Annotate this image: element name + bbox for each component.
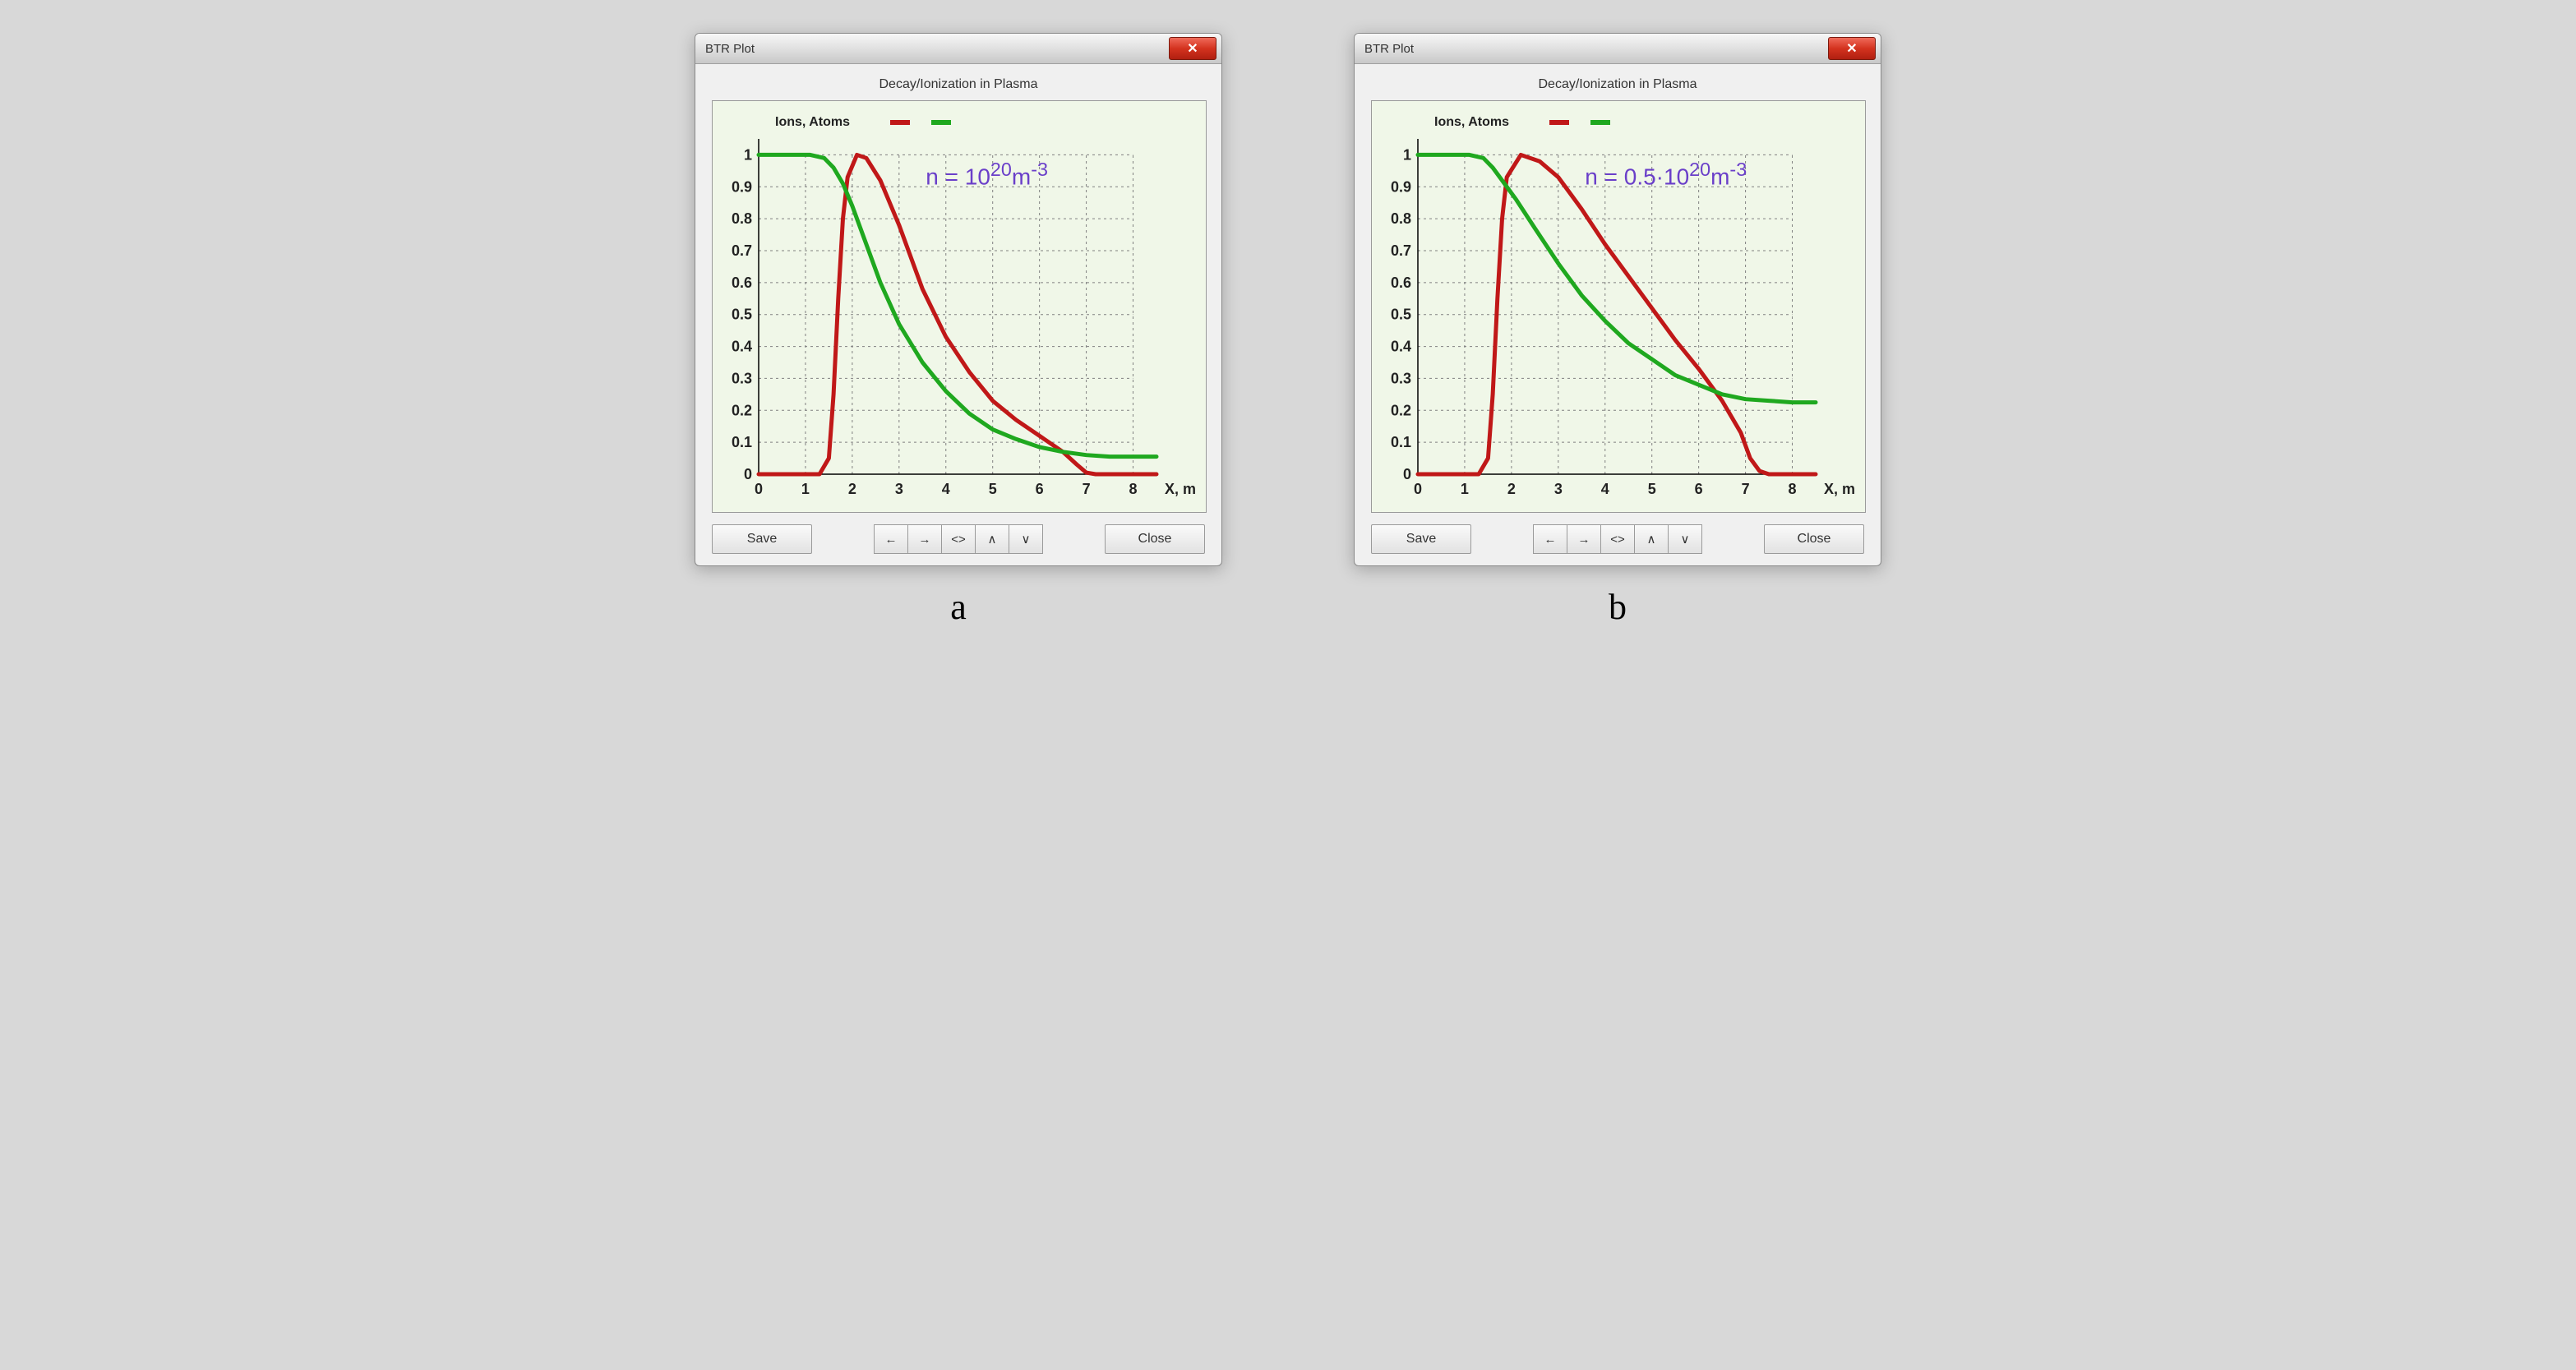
svg-text:0.1: 0.1 [1391, 434, 1411, 450]
plot-window: BTR Plot ✕ Decay/Ionization in Plasma 0 1… [695, 33, 1222, 566]
svg-text:0.7: 0.7 [732, 242, 752, 259]
window-close-button[interactable]: ✕ [1169, 37, 1216, 60]
svg-text:5: 5 [989, 481, 997, 497]
svg-text:0: 0 [755, 481, 763, 497]
svg-text:1: 1 [1461, 481, 1469, 497]
svg-text:0: 0 [1414, 481, 1422, 497]
window-close-button[interactable]: ✕ [1828, 37, 1876, 60]
nav-next-button[interactable]: → [907, 524, 942, 554]
nav-button-group: ← → <> ∧ ∨ [1533, 524, 1702, 554]
nav-down-button[interactable]: ∨ [1009, 524, 1043, 554]
window-body: Decay/Ionization in Plasma 0 1 2 3 4 5 6 7 8 0 0.1… [695, 64, 1221, 565]
chart-area: 0 1 2 3 4 5 6 7 8 0 0.1 0.2 0.3 0.4 0.5 0.6 0.7 0.8 0.9 1 Io… [1371, 100, 1866, 513]
close-icon: ✕ [1187, 40, 1198, 57]
nav-up-button[interactable]: ∧ [975, 524, 1009, 554]
window-body: Decay/Ionization in Plasma 0 1 2 3 4 5 6 7 8 0 0.1… [1355, 64, 1881, 565]
window-title: BTR Plot [695, 42, 755, 56]
svg-text:1: 1 [801, 481, 810, 497]
window-titlebar: BTR Plot ✕ [695, 34, 1221, 64]
close-button[interactable]: Close [1764, 524, 1864, 554]
window-titlebar: BTR Plot ✕ [1355, 34, 1881, 64]
nav-next-button[interactable]: → [1567, 524, 1601, 554]
window-title: BTR Plot [1355, 42, 1414, 56]
subplot-label: b [1609, 586, 1627, 628]
svg-text:Ions, Atoms: Ions, Atoms [775, 115, 850, 129]
svg-text:0.2: 0.2 [732, 402, 752, 418]
svg-text:0.4: 0.4 [732, 339, 752, 355]
svg-text:Ions, Atoms: Ions, Atoms [1434, 115, 1509, 129]
svg-text:X, m: X, m [1824, 481, 1855, 497]
nav-expand-button[interactable]: <> [1600, 524, 1635, 554]
svg-text:7: 7 [1083, 481, 1091, 497]
nav-prev-button[interactable]: ← [874, 524, 908, 554]
svg-text:0.9: 0.9 [1391, 178, 1411, 195]
close-button[interactable]: Close [1105, 524, 1205, 554]
subplot-label: a [950, 586, 967, 628]
svg-text:0.4: 0.4 [1391, 339, 1411, 355]
svg-text:6: 6 [1695, 481, 1703, 497]
nav-expand-button[interactable]: <> [941, 524, 976, 554]
window-toolbar: Save ← → <> ∧ ∨ Close [1371, 524, 1864, 554]
svg-text:7: 7 [1742, 481, 1750, 497]
chart-area: 0 1 2 3 4 5 6 7 8 0 0.1 0.2 0.3 0.4 0.5 0.6 0.7 0.8 0.9 1 Io… [712, 100, 1207, 513]
window-toolbar: Save ← → <> ∧ ∨ Close [712, 524, 1205, 554]
close-icon: ✕ [1846, 40, 1857, 57]
nav-prev-button[interactable]: ← [1533, 524, 1567, 554]
svg-text:X, m: X, m [1165, 481, 1196, 497]
nav-up-button[interactable]: ∧ [1634, 524, 1669, 554]
chart-title: Decay/Ionization in Plasma [1371, 77, 1864, 92]
svg-text:0: 0 [744, 466, 752, 482]
svg-text:4: 4 [1601, 481, 1609, 497]
svg-text:0.2: 0.2 [1391, 402, 1411, 418]
svg-text:0.5: 0.5 [1391, 307, 1411, 323]
svg-text:8: 8 [1129, 481, 1138, 497]
svg-text:0.3: 0.3 [732, 370, 752, 386]
svg-text:5: 5 [1648, 481, 1656, 497]
save-button[interactable]: Save [712, 524, 812, 554]
svg-text:0.9: 0.9 [732, 178, 752, 195]
svg-text:2: 2 [848, 481, 856, 497]
plot-window: BTR Plot ✕ Decay/Ionization in Plasma 0 1… [1354, 33, 1881, 566]
svg-text:8: 8 [1789, 481, 1797, 497]
svg-text:0.3: 0.3 [1391, 370, 1411, 386]
svg-text:0.8: 0.8 [732, 210, 752, 227]
svg-text:0: 0 [1403, 466, 1411, 482]
svg-text:1: 1 [1403, 146, 1411, 163]
chart-title: Decay/Ionization in Plasma [712, 77, 1205, 92]
density-annotation: n = 1020m-3 [926, 159, 1048, 190]
svg-text:2: 2 [1507, 481, 1516, 497]
save-button[interactable]: Save [1371, 524, 1471, 554]
svg-text:6: 6 [1036, 481, 1044, 497]
panel-b: BTR Plot ✕ Decay/Ionization in Plasma 0 1… [1354, 33, 1881, 628]
svg-text:4: 4 [942, 481, 950, 497]
svg-text:0.5: 0.5 [732, 307, 752, 323]
svg-text:0.6: 0.6 [732, 274, 752, 291]
nav-button-group: ← → <> ∧ ∨ [874, 524, 1043, 554]
svg-text:0.7: 0.7 [1391, 242, 1411, 259]
svg-text:3: 3 [895, 481, 903, 497]
svg-text:0.1: 0.1 [732, 434, 752, 450]
svg-text:0.6: 0.6 [1391, 274, 1411, 291]
panel-a: BTR Plot ✕ Decay/Ionization in Plasma 0 1… [695, 33, 1222, 628]
svg-text:3: 3 [1554, 481, 1563, 497]
density-annotation: n = 0.5·1020m-3 [1585, 159, 1747, 190]
svg-text:0.8: 0.8 [1391, 210, 1411, 227]
svg-text:1: 1 [744, 146, 752, 163]
nav-down-button[interactable]: ∨ [1668, 524, 1702, 554]
